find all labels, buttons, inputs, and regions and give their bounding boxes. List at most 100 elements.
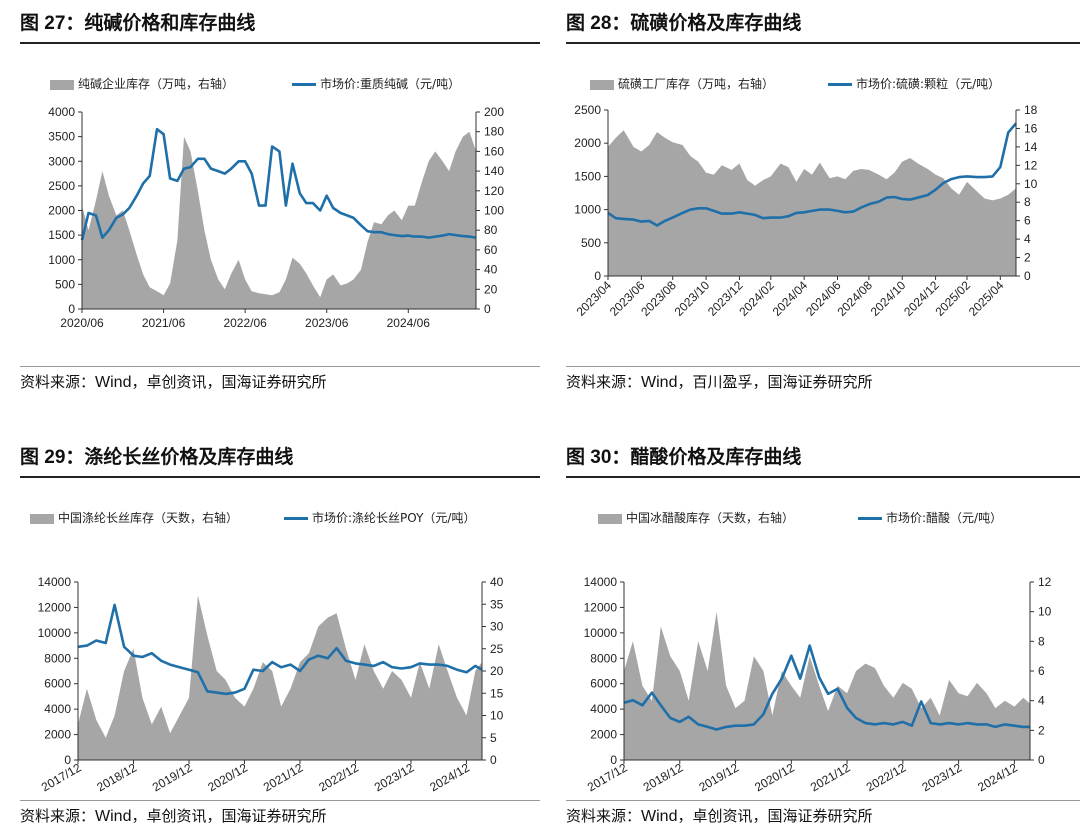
legend-label: 市场价:涤纶长丝POY（元/吨） xyxy=(312,511,476,525)
y-tick-label-left: 0 xyxy=(64,753,71,767)
x-tick-label: 2022/06 xyxy=(223,316,267,330)
x-tick-label: 2021/12 xyxy=(808,760,853,794)
y-tick-label-right: 140 xyxy=(484,164,504,178)
source-wind: Wind xyxy=(641,808,678,825)
y-tick-label-left: 2500 xyxy=(48,179,75,193)
legend-item-inventory: 中国冰醋酸库存（天数，右轴） xyxy=(598,508,794,528)
figure-number: 图 28： xyxy=(566,13,631,34)
y-tick-label-left: 1500 xyxy=(48,228,75,242)
chart-area: 0 500 1000 1500 2000 2500 3000 3500 4000 0 20 40 60 8… xyxy=(20,44,540,364)
figure-title-text: 纯碱价格和库存曲线 xyxy=(84,12,256,34)
y-tick-label-right: 40 xyxy=(484,263,498,277)
figure-number: 图 30： xyxy=(566,447,631,468)
y-tick-label-right: 35 xyxy=(490,597,504,611)
legend-swatch-area xyxy=(590,79,614,90)
x-tick-label: 2023/12 xyxy=(920,760,965,794)
x-tick-label: 2021/12 xyxy=(261,760,306,794)
x-tick-label: 2024/12 xyxy=(975,760,1020,794)
y-tick-label-left: 0 xyxy=(594,269,601,283)
y-tick-label-left: 3000 xyxy=(48,154,75,168)
source-rest: ，卓创资讯，国海证券研究所 xyxy=(131,373,327,391)
legend-swatch-line xyxy=(292,83,316,86)
source-prefix: 资料来源： xyxy=(566,373,642,391)
y-tick-label-left: 2000 xyxy=(590,728,617,742)
y-tick-label-left: 14000 xyxy=(584,575,618,589)
figure-title: 图 27：纯碱价格和库存曲线 xyxy=(20,6,540,44)
y-tick-label-right: 20 xyxy=(484,282,498,296)
y-tick-label-right: 4 xyxy=(1024,232,1031,246)
y-tick-label-right: 200 xyxy=(484,105,504,119)
x-tick-label: 2020/12 xyxy=(205,760,250,794)
legend-swatch-line xyxy=(828,83,852,86)
legend-swatch-line xyxy=(858,517,882,520)
y-tick-label-right: 5 xyxy=(490,731,497,745)
y-tick-label-right: 0 xyxy=(1038,753,1045,767)
x-tick-label: 2021/06 xyxy=(142,316,186,330)
y-tick-label-right: 8 xyxy=(1024,195,1031,209)
figure-title: 图 30：醋酸价格及库存曲线 xyxy=(566,440,1080,478)
source-note: 资料来源：Wind，百川盈孚，国海证券研究所 xyxy=(566,366,1080,399)
chart-svg: 0 500 1000 1500 2000 2500 3000 3500 4000 0 20 40 60 8… xyxy=(48,105,504,330)
y-tick-label-left: 8000 xyxy=(44,651,71,665)
legend-label: 市场价:重质纯碱（元/吨） xyxy=(320,77,461,91)
y-tick-label-left: 4000 xyxy=(44,702,71,716)
source-wind: Wind xyxy=(95,374,132,391)
y-tick-label-left: 0 xyxy=(610,753,617,767)
source-prefix: 资料来源： xyxy=(20,373,96,391)
source-prefix: 资料来源： xyxy=(20,807,96,825)
figure-number: 图 27： xyxy=(20,13,85,34)
y-tick-label-left: 4000 xyxy=(48,105,75,119)
y-tick-label-right: 180 xyxy=(484,125,504,139)
series-line-price xyxy=(77,603,483,696)
x-tick-label: 2022/12 xyxy=(316,760,361,794)
x-tick-label: 2025/04 xyxy=(966,278,1007,319)
source-rest: ，百川盈孚，国海证券研究所 xyxy=(677,373,873,391)
legend-label: 中国冰醋酸库存（天数，右轴） xyxy=(626,511,795,525)
chart-area: 0 2000 4000 6000 8000 10000 12000 14000 0 5 10 15 20… xyxy=(20,478,540,798)
y-tick-label-left: 4000 xyxy=(590,702,617,716)
y-tick-label-left: 1000 xyxy=(48,253,75,267)
chart-svg: 0 2000 4000 6000 8000 10000 12000 14000 0 5 10 15 20… xyxy=(38,575,504,794)
y-tick-label-left: 500 xyxy=(55,277,75,291)
x-tick-label: 2020/12 xyxy=(752,760,797,794)
series-line-price xyxy=(80,127,477,241)
x-tick-label: 2022/12 xyxy=(864,760,909,794)
legend-label: 纯碱企业库存（万吨，右轴） xyxy=(78,77,235,91)
y-tick-label-left: 1000 xyxy=(574,203,601,217)
chart-area: 0 500 1000 1500 2000 2500 0 2 4 6 8 10 12 14 16 18 2023/… xyxy=(566,44,1080,364)
y-tick-label-right: 0 xyxy=(490,753,497,767)
figure-29: 图 29：涤纶长丝价格及库存曲线 0 2000 4000 6000 8000 10000 1… xyxy=(20,440,540,833)
source-wind: Wind xyxy=(95,808,132,825)
figure-title: 图 29：涤纶长丝价格及库存曲线 xyxy=(20,440,540,478)
x-tick-label: 2019/12 xyxy=(150,760,195,794)
x-tick-label: 2020/06 xyxy=(60,316,104,330)
x-tick-label: 2025/02 xyxy=(933,278,974,319)
x-tick-label: 2018/12 xyxy=(641,760,686,794)
y-tick-label-right: 40 xyxy=(490,575,504,589)
x-tick-label: 2019/12 xyxy=(696,760,741,794)
y-tick-label-right: 25 xyxy=(490,642,504,656)
figure-28: 图 28：硫磺价格及库存曲线 0 500 1000 1500 2000 2500 0 2 4 6 8… xyxy=(566,6,1080,399)
y-tick-label-right: 10 xyxy=(490,709,504,723)
y-tick-label-right: 2 xyxy=(1038,723,1045,737)
figure-27: 图 27：纯碱价格和库存曲线 0 500 1000 1500 2000 2500 3000 3… xyxy=(20,6,540,399)
y-tick-label-right: 10 xyxy=(1038,605,1052,619)
series-area-inventory xyxy=(82,131,476,309)
source-note: 资料来源：Wind，卓创资讯，国海证券研究所 xyxy=(20,800,540,833)
legend-item-price: 市场价:硫磺:颗粒（元/吨） xyxy=(828,74,1000,94)
x-tick-label: 2024/12 xyxy=(427,760,472,794)
source-prefix: 资料来源： xyxy=(566,807,642,825)
x-tick-label: 2023/04 xyxy=(574,278,615,319)
y-tick-label-left: 6000 xyxy=(590,677,617,691)
figure-30: 图 30：醋酸价格及库存曲线 0 2000 4000 6000 8000 10000 120… xyxy=(566,440,1080,833)
series-area-inventory xyxy=(624,611,1030,760)
x-tick-label: 2017/12 xyxy=(39,760,84,794)
source-rest: ，卓创资讯，国海证券研究所 xyxy=(677,807,873,825)
legend-swatch-area xyxy=(50,79,74,90)
legend-item-price: 市场价:重质纯碱（元/吨） xyxy=(292,74,460,94)
legend-label: 硫磺工厂库存（万吨，右轴） xyxy=(618,77,775,91)
x-tick-label: 2023/08 xyxy=(638,278,679,319)
y-tick-label-left: 8000 xyxy=(590,651,617,665)
series-line-price xyxy=(607,122,1017,227)
source-note: 资料来源：Wind，卓创资讯，国海证券研究所 xyxy=(20,366,540,399)
